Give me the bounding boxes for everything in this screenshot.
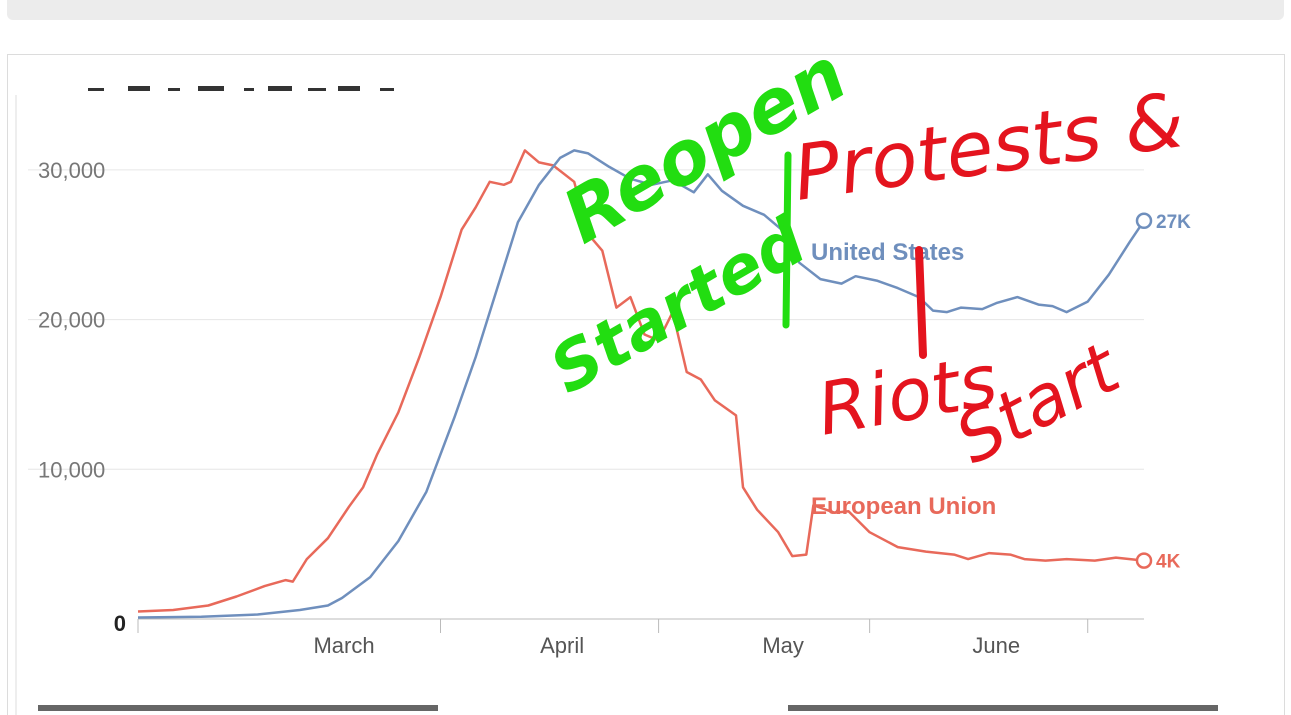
y-tick-label: 20,000 bbox=[38, 308, 105, 333]
x-tick-label: June bbox=[972, 633, 1020, 658]
y-tick-label: 0 bbox=[114, 611, 126, 636]
line-chart: 0 10,000 20,000 30,000 March April May June 27… bbox=[15, 55, 1218, 715]
annotation-reopen-started: Reopen Started bbox=[538, 55, 861, 409]
top-toolbar-strip bbox=[7, 0, 1284, 20]
end-marker-united-states bbox=[1135, 212, 1153, 230]
annotation-protests-riots: Protests & Riots Start bbox=[788, 75, 1189, 480]
x-tick-label: March bbox=[313, 633, 374, 658]
x-tick-label: May bbox=[762, 633, 804, 658]
end-label-european-union: 4K bbox=[1156, 552, 1181, 573]
series-label-european-union: European Union bbox=[811, 493, 996, 520]
series-line-european-union bbox=[137, 149, 1145, 613]
series-line-united-states bbox=[137, 149, 1146, 619]
end-label-united-states: 27K bbox=[1156, 212, 1191, 233]
end-marker-european-union bbox=[1135, 552, 1153, 569]
x-tick-label: April bbox=[540, 633, 584, 658]
series-label-united-states: United States bbox=[811, 239, 964, 266]
annotation-red-marker-line bbox=[915, 246, 927, 359]
x-axis: March April May June bbox=[137, 618, 1144, 658]
cropped-footer-fragments bbox=[38, 705, 1218, 711]
y-axis: 0 10,000 20,000 30,000 bbox=[38, 158, 126, 636]
chart-card: 0 10,000 20,000 30,000 March April May June 27… bbox=[7, 54, 1285, 715]
y-tick-label: 10,000 bbox=[38, 457, 105, 482]
cropped-title-fragments bbox=[88, 86, 394, 91]
annotation-green-marker-line bbox=[782, 151, 792, 329]
grid-lines bbox=[28, 169, 1144, 470]
y-tick-label: 30,000 bbox=[38, 158, 105, 183]
